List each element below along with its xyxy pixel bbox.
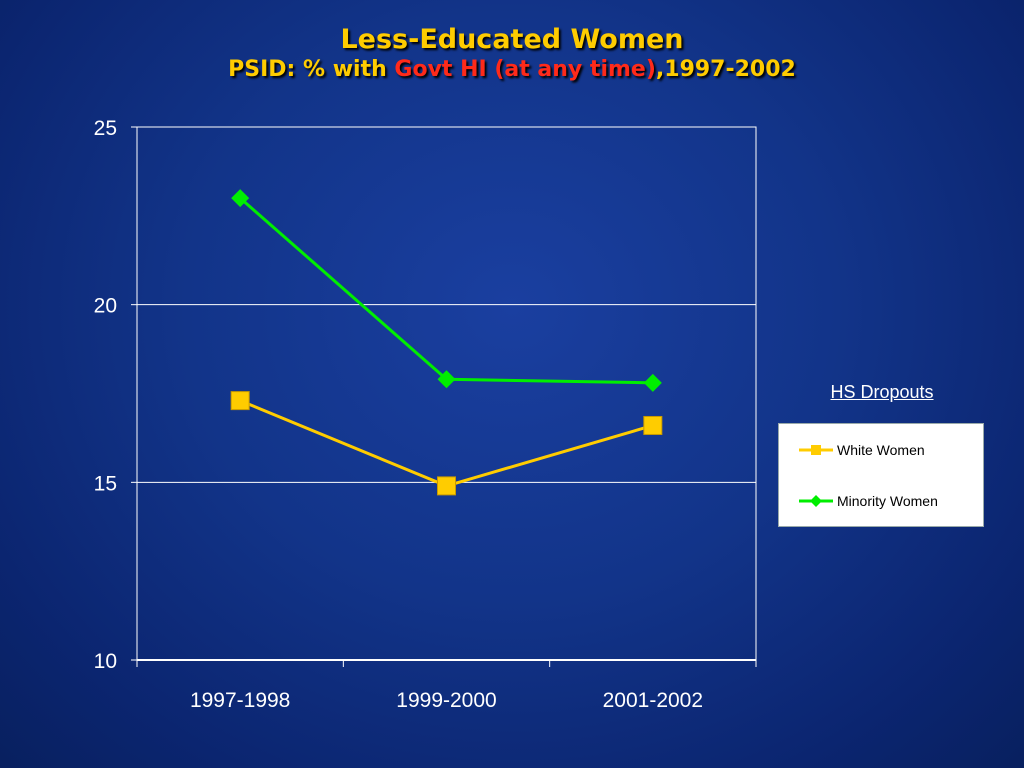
series-line-1 [239, 196, 653, 385]
title-block: Less-Educated Women PSID: % with Govt HI… [0, 24, 1024, 82]
legend-item-white-women: White Women [799, 440, 925, 460]
subtitle-highlight: Govt HI (at any time) [394, 57, 656, 82]
legend-label-minority-women: Minority Women [837, 493, 938, 509]
x-tick-label: 2001-2002 [603, 689, 703, 712]
x-tick-label: 1997-1998 [190, 689, 290, 712]
y-tick-label: 10 [94, 650, 117, 673]
y-tick-label: 15 [94, 472, 117, 495]
data-point-diamond [437, 370, 456, 389]
legend-title: HS Dropouts [830, 382, 934, 402]
series-line-0 [239, 399, 654, 488]
legend-marker-square-icon [799, 445, 833, 455]
data-point-square [230, 391, 250, 411]
x-tick-label: 1999-2000 [396, 689, 496, 712]
chart-subtitle: PSID: % with Govt HI (at any time),1997-… [0, 57, 1024, 82]
data-point-diamond [643, 373, 662, 392]
plot-area [136, 126, 757, 661]
y-tick-label: 20 [94, 295, 117, 318]
subtitle-suffix: ,1997-2002 [655, 57, 796, 82]
chart-title: Less-Educated Women [340, 24, 684, 55]
legend: White Women Minority Women [778, 423, 984, 527]
legend-item-minority-women: Minority Women [799, 491, 938, 511]
legend-marker-diamond-icon [799, 495, 833, 507]
data-point-square [643, 415, 663, 435]
subtitle-prefix: PSID: % with [228, 57, 395, 82]
legend-label-white-women: White Women [837, 442, 925, 458]
y-tick-label: 25 [94, 117, 117, 140]
data-point-diamond [231, 189, 250, 208]
data-point-square [437, 476, 456, 496]
